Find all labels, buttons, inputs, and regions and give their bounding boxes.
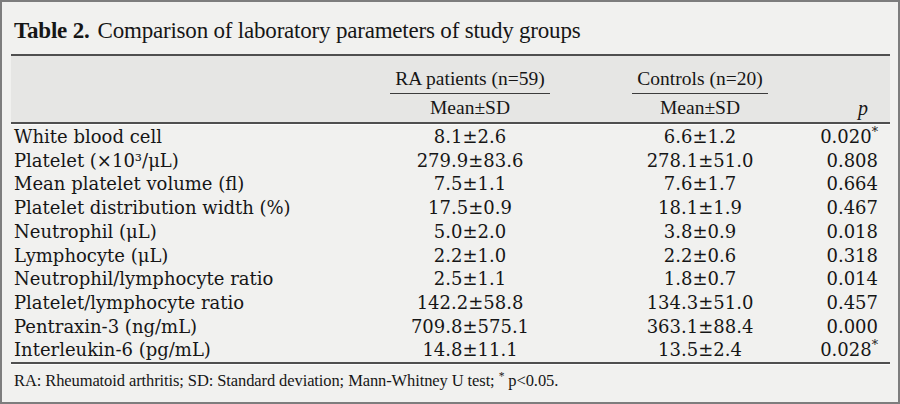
p-value: 0.467 bbox=[826, 197, 878, 218]
group-header-controls: Controls (n=20) bbox=[610, 68, 790, 94]
controls-value-cell: 134.3±51.0 bbox=[610, 291, 790, 315]
p-value-cell: 0.318 bbox=[790, 244, 898, 268]
significance-asterisk: * bbox=[872, 124, 878, 139]
p-column-header: p bbox=[790, 97, 890, 120]
controls-value-cell: 363.1±88.4 bbox=[610, 315, 790, 339]
ra-value-cell: 8.1±2.6 bbox=[382, 125, 558, 149]
spacer bbox=[558, 291, 610, 315]
group-header-ra: RA patients (n=59) bbox=[382, 68, 558, 94]
table-row: Lymphocyte (μL) 2.2±1.0 2.2±0.6 0.318 bbox=[2, 244, 898, 268]
footnote-asterisk: * bbox=[499, 370, 505, 382]
spacer bbox=[558, 220, 610, 244]
parameter-cell: Pentraxin-3 (ng/mL) bbox=[2, 315, 382, 339]
p-value-cell: 0.808 bbox=[790, 149, 898, 173]
parameter-cell: Lymphocyte (μL) bbox=[2, 244, 382, 268]
ra-value-cell: 279.9±83.6 bbox=[382, 149, 558, 173]
group-header-row: RA patients (n=59) Controls (n=20) bbox=[11, 61, 890, 94]
parameter-cell: Platelet distribution width (%) bbox=[2, 196, 382, 220]
ra-value-cell: 709.8±575.1 bbox=[382, 315, 558, 339]
p-value-cell: 0.028* bbox=[790, 338, 898, 362]
p-value: 0.457 bbox=[826, 292, 878, 313]
p-value-cell: 0.664 bbox=[790, 172, 898, 196]
parameter-cell: Interleukin-6 (pg/mL) bbox=[2, 338, 382, 362]
footnote-text: RA: Rheumatoid arthritis; SD: Standard d… bbox=[14, 371, 495, 390]
group-header-controls-label: Controls (n=20) bbox=[632, 68, 767, 94]
table-row: Interleukin-6 (pg/mL) 14.8±11.1 13.5±2.4… bbox=[2, 338, 898, 362]
p-value: 0.014 bbox=[826, 268, 878, 289]
table-row: Neutrophil (μL) 5.0±2.0 3.8±0.9 0.018 bbox=[2, 220, 898, 244]
controls-value-cell: 3.8±0.9 bbox=[610, 220, 790, 244]
ra-value-cell: 2.2±1.0 bbox=[382, 244, 558, 268]
table-header-band: RA patients (n=59) Controls (n=20) Mean±… bbox=[11, 56, 890, 122]
parameter-cell: Platelet (×10³/μL) bbox=[2, 149, 382, 173]
paper-table-figure: Table 2. Comparison of laboratory parame… bbox=[0, 0, 900, 404]
controls-value-cell: 6.6±1.2 bbox=[610, 125, 790, 149]
table-row: Platelet distribution width (%) 17.5±0.9… bbox=[2, 196, 898, 220]
table-row: Neutrophil/lymphocyte ratio 2.5±1.1 1.8±… bbox=[2, 267, 898, 291]
p-value: 0.664 bbox=[826, 173, 878, 194]
ra-value-cell: 14.8±11.1 bbox=[382, 338, 558, 362]
parameter-cell: Platelet/lymphocyte ratio bbox=[2, 291, 382, 315]
table-row: Platelet (×10³/μL) 279.9±83.6 278.1±51.0… bbox=[2, 149, 898, 173]
controls-value-cell: 1.8±0.7 bbox=[610, 267, 790, 291]
p-value: 0.808 bbox=[826, 150, 878, 171]
table-row: Mean platelet volume (fl) 7.5±1.1 7.6±1.… bbox=[2, 172, 898, 196]
spacer bbox=[558, 315, 610, 339]
table-row: White blood cell 8.1±2.6 6.6±1.2 0.020* bbox=[2, 125, 898, 149]
controls-value-cell: 18.1±1.9 bbox=[610, 196, 790, 220]
spacer bbox=[558, 196, 610, 220]
spacer bbox=[558, 172, 610, 196]
parameter-cell: White blood cell bbox=[2, 125, 382, 149]
controls-value-cell: 2.2±0.6 bbox=[610, 244, 790, 268]
ra-value-cell: 17.5±0.9 bbox=[382, 196, 558, 220]
table-row: Platelet/lymphocyte ratio 142.2±58.8 134… bbox=[2, 291, 898, 315]
spacer bbox=[558, 149, 610, 173]
p-value-cell: 0.014 bbox=[790, 267, 898, 291]
ra-value-cell: 142.2±58.8 bbox=[382, 291, 558, 315]
table-row: Pentraxin-3 (ng/mL) 709.8±575.1 363.1±88… bbox=[2, 315, 898, 339]
p-value-cell: 0.020* bbox=[790, 125, 898, 149]
p-value-cell: 0.467 bbox=[790, 196, 898, 220]
table-title: Table 2. Comparison of laboratory parame… bbox=[2, 2, 898, 54]
p-value: 0.318 bbox=[826, 245, 878, 266]
spacer bbox=[558, 267, 610, 291]
significance-asterisk: * bbox=[872, 337, 878, 352]
spacer bbox=[558, 125, 610, 149]
controls-value-cell: 13.5±2.4 bbox=[610, 338, 790, 362]
table-caption: Comparison of laboratory parameters of s… bbox=[98, 18, 581, 44]
footnote-text-after: p<0.05. bbox=[508, 371, 558, 390]
parameter-cell: Neutrophil/lymphocyte ratio bbox=[2, 267, 382, 291]
p-value-cell: 0.457 bbox=[790, 291, 898, 315]
table-number: Table 2. bbox=[14, 18, 90, 44]
p-value-cell: 0.000 bbox=[790, 315, 898, 339]
p-value-cell: 0.018 bbox=[790, 220, 898, 244]
spacer bbox=[558, 244, 610, 268]
table-body: White blood cell 8.1±2.6 6.6±1.2 0.020* … bbox=[2, 124, 898, 362]
p-value: 0.020 bbox=[820, 126, 872, 147]
meansd-header-controls: Mean±SD bbox=[610, 97, 790, 119]
controls-value-cell: 278.1±51.0 bbox=[610, 149, 790, 173]
parameter-cell: Mean platelet volume (fl) bbox=[2, 172, 382, 196]
controls-value-cell: 7.6±1.7 bbox=[610, 172, 790, 196]
p-value: 0.018 bbox=[826, 221, 878, 242]
table-footnote: RA: Rheumatoid arthritis; SD: Standard d… bbox=[2, 364, 898, 391]
p-value: 0.000 bbox=[826, 316, 878, 337]
spacer bbox=[558, 338, 610, 362]
ra-value-cell: 2.5±1.1 bbox=[382, 267, 558, 291]
meansd-header-ra: Mean±SD bbox=[382, 97, 558, 119]
p-value: 0.028 bbox=[820, 339, 872, 360]
ra-value-cell: 5.0±2.0 bbox=[382, 220, 558, 244]
subheader-row: Mean±SD Mean±SD p bbox=[11, 94, 890, 122]
ra-value-cell: 7.5±1.1 bbox=[382, 172, 558, 196]
parameter-cell: Neutrophil (μL) bbox=[2, 220, 382, 244]
group-header-ra-label: RA patients (n=59) bbox=[390, 68, 550, 94]
